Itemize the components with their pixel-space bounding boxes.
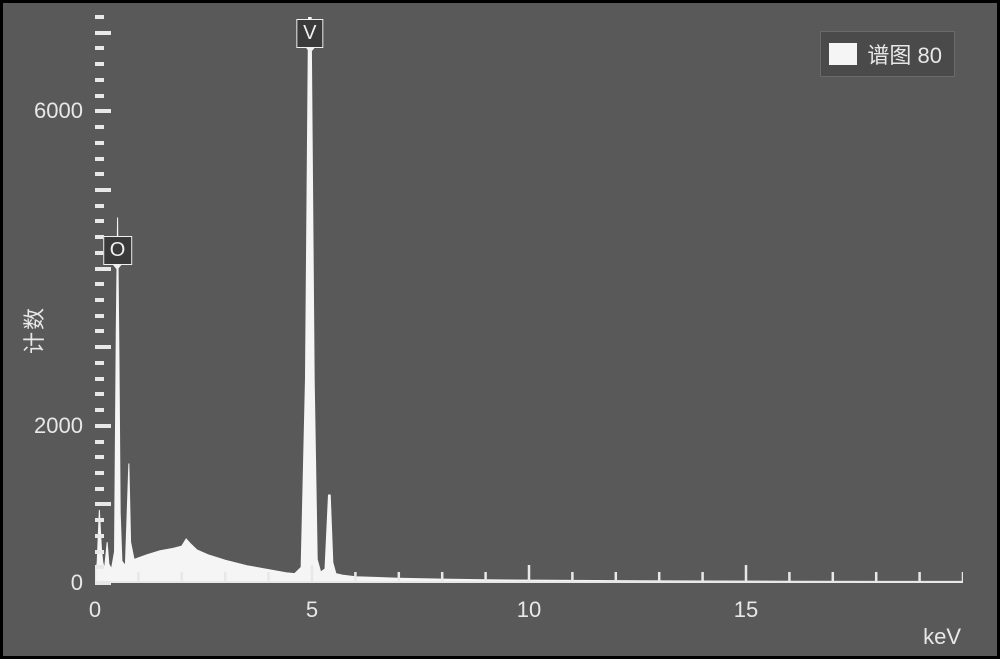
y-tick-dash [95, 455, 104, 459]
y-tick-dash [95, 518, 104, 522]
y-tick-dash [95, 157, 104, 161]
y-tick-dash [95, 219, 104, 223]
y-tick-dash [95, 282, 104, 286]
y-tick-dash [95, 298, 104, 302]
y-tick-dash [95, 329, 104, 333]
peak-label-v: V [296, 19, 323, 48]
y-tick-dash [95, 487, 104, 491]
y-tick-dash [95, 345, 111, 349]
x-tick-label: 15 [734, 597, 758, 623]
y-tick-dash [95, 204, 104, 208]
peak-label-o: O [103, 236, 133, 265]
y-tick-dash [95, 78, 104, 82]
y-tick-dash [95, 172, 104, 176]
y-tick-dash [95, 424, 111, 428]
y-tick-label: 6000 [34, 98, 83, 124]
y-axis-label: 计数 [17, 305, 49, 353]
y-tick-dash [95, 125, 104, 129]
y-tick-dash [95, 502, 111, 506]
y-tick-dash [95, 581, 111, 585]
plot-area [95, 17, 963, 583]
y-tick-dash [95, 392, 104, 396]
y-tick-dash [95, 377, 104, 381]
y-tick-dash [95, 408, 104, 412]
y-tick-dash [95, 361, 104, 365]
x-tick-label: 10 [517, 597, 541, 623]
x-axis-label: keV [923, 624, 961, 650]
y-tick-dash [95, 188, 111, 192]
spectrum-chart-frame: 谱图 80 计数 keV 020006000051015 OV [0, 0, 1000, 659]
y-tick-label: 2000 [34, 413, 83, 439]
y-tick-dash [95, 534, 104, 538]
spectrum-svg [95, 17, 963, 583]
y-tick-dash [95, 94, 104, 98]
y-tick-label: 0 [71, 570, 83, 596]
x-tick-label: 5 [306, 597, 318, 623]
y-tick-dash [95, 109, 111, 113]
y-tick-dash [95, 314, 104, 318]
y-tick-dash [95, 440, 104, 444]
y-tick-dash [95, 267, 111, 271]
spectrum-series [95, 17, 963, 583]
y-tick-dash [95, 471, 104, 475]
y-tick-dash [95, 15, 104, 19]
x-tick-label: 0 [89, 597, 101, 623]
y-tick-dash [95, 62, 104, 66]
y-tick-dash [95, 141, 104, 145]
y-tick-dash [95, 31, 111, 35]
y-tick-dash [95, 550, 104, 554]
y-tick-dash [95, 46, 104, 50]
y-tick-dash [95, 565, 104, 569]
